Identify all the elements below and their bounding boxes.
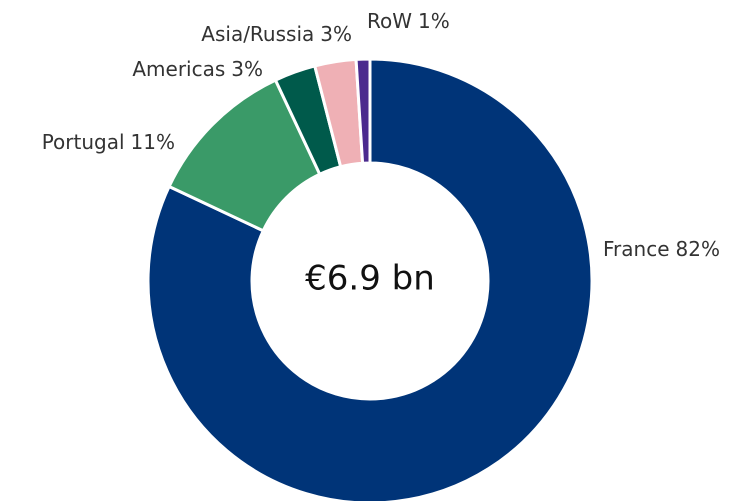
segment-label: France 82% bbox=[603, 237, 720, 261]
segment-label: Portugal 11% bbox=[42, 130, 175, 154]
category-name: Americas bbox=[132, 57, 225, 81]
segment-label: Asia/Russia 3% bbox=[201, 22, 352, 46]
center-label: €6.9 bn bbox=[305, 259, 435, 299]
segment-label: Americas 3% bbox=[132, 57, 263, 81]
segment-label: RoW 1% bbox=[367, 9, 450, 33]
value-label: 1% bbox=[418, 9, 450, 33]
category-name: France bbox=[603, 237, 670, 261]
donut-segment bbox=[354, 57, 372, 165]
category-name: RoW bbox=[367, 9, 412, 33]
donut-segment bbox=[146, 57, 594, 501]
category-name: Portugal bbox=[42, 130, 125, 154]
value-label: 82% bbox=[676, 237, 720, 261]
category-name: Asia/Russia bbox=[201, 22, 314, 46]
value-label: 3% bbox=[320, 22, 352, 46]
value-label: 3% bbox=[231, 57, 263, 81]
value-label: 11% bbox=[131, 130, 175, 154]
